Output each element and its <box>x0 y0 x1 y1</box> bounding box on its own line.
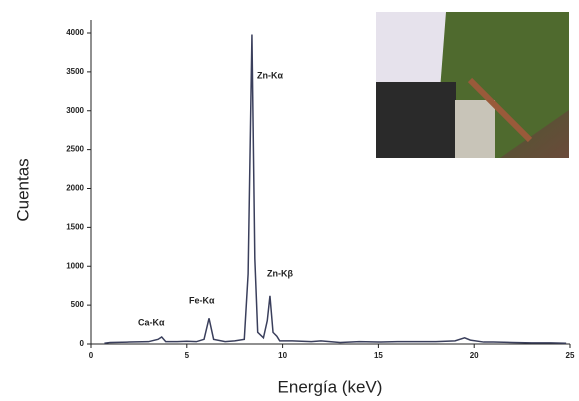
x-axis-label: Energía (keV) <box>278 377 383 396</box>
y-tick-label: 4000 <box>66 28 84 37</box>
y-tick-label: 1000 <box>66 261 84 270</box>
spectrum-line <box>104 34 567 344</box>
y-axis-label: Cuentas <box>13 158 32 221</box>
x-tick-label: 25 <box>566 351 575 360</box>
x-tick-label: 15 <box>374 351 383 360</box>
y-tick-label: 3000 <box>66 106 84 115</box>
y-tick-label: 1500 <box>66 222 84 231</box>
y-tick-label: 0 <box>80 339 85 348</box>
y-tick-label: 2500 <box>66 145 84 154</box>
annotation: Ca-Kα <box>138 317 165 327</box>
annotation: Zn-Kα <box>257 70 283 80</box>
annotation: Fe-Kα <box>189 295 215 305</box>
inset-photo <box>376 12 569 158</box>
y-tick-label: 3500 <box>66 67 84 76</box>
y-tick-label: 2000 <box>66 184 84 193</box>
annotation: Zn-Kβ <box>267 268 293 278</box>
y-tick-label: 500 <box>71 300 85 309</box>
x-tick-label: 0 <box>89 351 94 360</box>
x-tick-label: 20 <box>470 351 479 360</box>
x-tick-label: 10 <box>278 351 287 360</box>
x-tick-label: 5 <box>185 351 190 360</box>
